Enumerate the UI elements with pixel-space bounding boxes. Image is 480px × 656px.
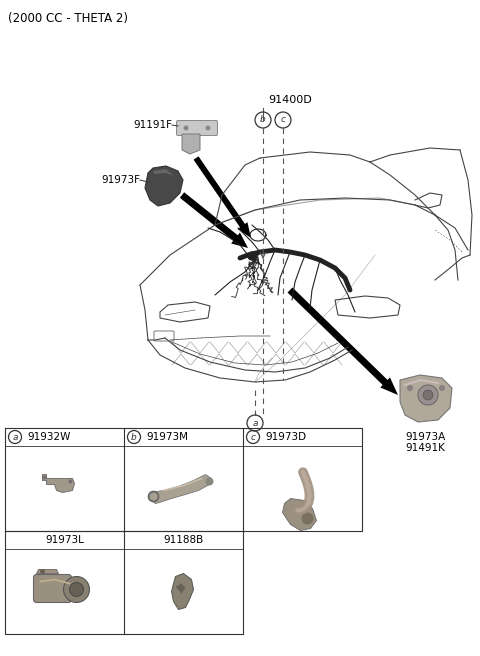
Polygon shape xyxy=(36,569,59,573)
FancyBboxPatch shape xyxy=(177,121,217,136)
Text: 91973M: 91973M xyxy=(146,432,188,442)
Polygon shape xyxy=(43,474,74,493)
Text: 91400D: 91400D xyxy=(268,95,312,105)
Circle shape xyxy=(205,125,211,131)
Circle shape xyxy=(70,583,84,596)
Circle shape xyxy=(183,125,189,131)
Text: 91188B: 91188B xyxy=(163,535,204,545)
Circle shape xyxy=(69,480,72,483)
Text: (2000 CC - THETA 2): (2000 CC - THETA 2) xyxy=(8,12,128,25)
Polygon shape xyxy=(193,156,251,238)
Polygon shape xyxy=(180,192,248,248)
Polygon shape xyxy=(153,169,174,176)
Polygon shape xyxy=(148,474,212,504)
Circle shape xyxy=(43,476,47,480)
Polygon shape xyxy=(400,375,452,422)
Circle shape xyxy=(205,478,214,485)
Text: 91973F: 91973F xyxy=(101,175,140,185)
Text: 91932W: 91932W xyxy=(27,432,71,442)
Text: 91973L: 91973L xyxy=(45,535,84,545)
Text: b: b xyxy=(260,115,266,125)
Polygon shape xyxy=(283,499,316,531)
Text: a: a xyxy=(252,419,258,428)
Text: 91191F: 91191F xyxy=(133,120,172,130)
Text: 91973A: 91973A xyxy=(405,432,445,442)
Text: c: c xyxy=(280,115,286,125)
Text: a: a xyxy=(12,432,18,441)
Text: c: c xyxy=(251,432,255,441)
Polygon shape xyxy=(288,287,398,395)
Polygon shape xyxy=(176,583,185,594)
Circle shape xyxy=(248,252,256,260)
Polygon shape xyxy=(182,134,200,154)
FancyBboxPatch shape xyxy=(34,575,72,602)
Circle shape xyxy=(418,385,438,405)
Circle shape xyxy=(301,512,313,525)
Text: 91491K: 91491K xyxy=(405,443,445,453)
Circle shape xyxy=(40,569,45,574)
Polygon shape xyxy=(171,573,193,609)
Circle shape xyxy=(407,385,413,391)
Circle shape xyxy=(63,577,89,602)
Text: 91973D: 91973D xyxy=(265,432,306,442)
Text: b: b xyxy=(131,432,137,441)
Circle shape xyxy=(439,385,445,391)
Polygon shape xyxy=(145,166,183,206)
Circle shape xyxy=(423,390,433,400)
